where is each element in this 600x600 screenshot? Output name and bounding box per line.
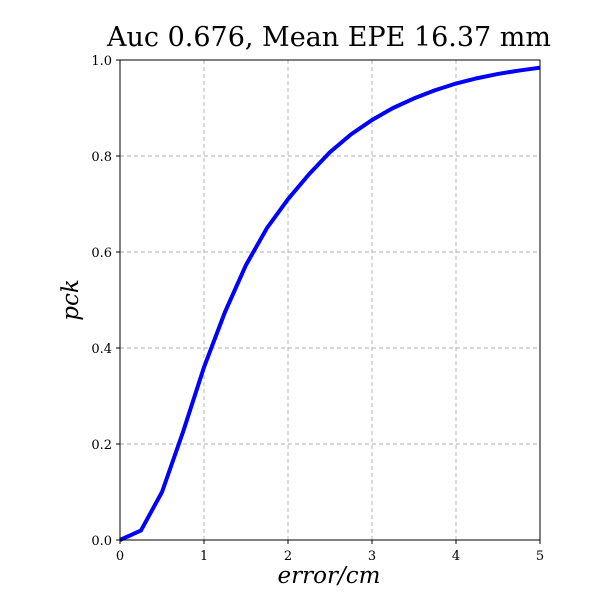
x-axis-ticks: 0 1 2 3 4 5	[116, 540, 544, 564]
grid	[120, 59, 540, 540]
x-tick-label: 5	[536, 549, 544, 564]
y-tick-label: 0.6	[91, 246, 112, 261]
x-tick-label: 2	[284, 549, 292, 564]
y-axis-label: pck	[58, 279, 84, 321]
chart-title: Auc 0.676, Mean EPE 16.37 mm	[106, 22, 551, 53]
x-tick-label: 0	[116, 549, 124, 564]
y-tick-label: 1.0	[91, 54, 112, 69]
y-axis-ticks: 0.0 0.2 0.4 0.6 0.8 1.0	[91, 54, 120, 549]
plot-frame	[119, 59, 541, 541]
pck-series-line	[119, 65, 541, 542]
y-tick-label: 0.8	[91, 150, 112, 165]
x-tick-label: 3	[368, 549, 376, 564]
x-tick-label: 1	[200, 549, 208, 564]
x-axis-label: error/cm	[278, 563, 381, 589]
y-tick-label: 0.4	[91, 342, 112, 357]
y-tick-label: 0.0	[91, 534, 112, 549]
x-tick-label: 4	[452, 549, 460, 564]
series-layer	[119, 65, 541, 542]
y-tick-label: 0.2	[91, 438, 112, 453]
